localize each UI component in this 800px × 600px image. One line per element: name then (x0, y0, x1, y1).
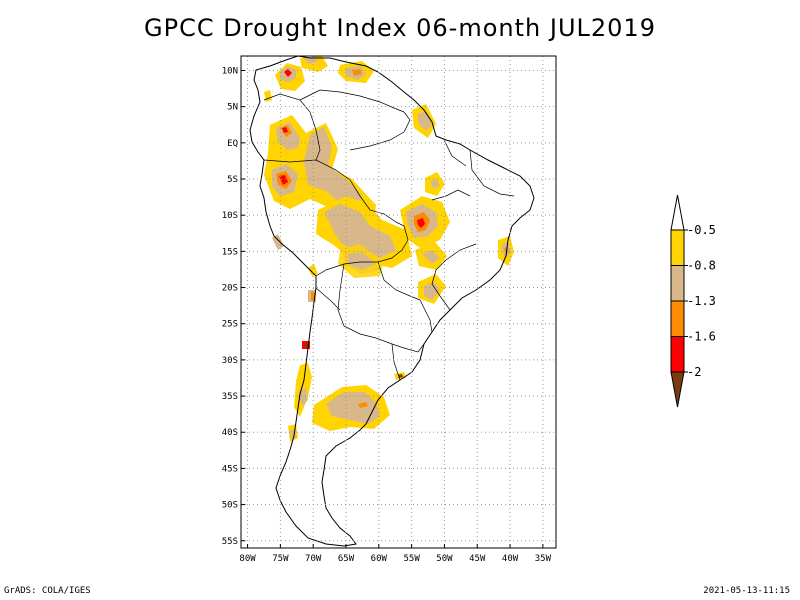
lat-tick-label: 45S (222, 464, 238, 474)
lat-tick-label: 10S (222, 211, 238, 221)
grads-credit: GrADS: COLA/IGES (4, 586, 91, 596)
region-tan (304, 127, 362, 209)
lon-tick-label: 80W (239, 554, 256, 564)
lon-tick-label: 75W (272, 554, 289, 564)
region-tan (424, 282, 440, 300)
region-tan (430, 179, 440, 189)
region-red (279, 175, 288, 185)
colorbar-swatch (670, 265, 685, 302)
lat-tick-label: 10N (222, 66, 238, 76)
colorbar-swatch (670, 229, 685, 266)
region-orange (352, 69, 362, 76)
lon-tick-label: 70W (305, 554, 322, 564)
region-tan (326, 392, 380, 424)
colorbar-swatch (670, 336, 685, 373)
lat-lon-grid (241, 56, 556, 548)
lat-tick-label: 50S (222, 501, 238, 511)
lon-tick-label: 55W (403, 554, 420, 564)
region-tan (348, 252, 376, 270)
lat-tick-label: 5S (227, 175, 238, 185)
lon-tick-label: 45W (469, 554, 486, 564)
region-red (284, 69, 292, 77)
colorbar: -0.5 -0.8 -1.3 -1.6 -2 (670, 194, 716, 408)
colorbar-top-arrow (670, 194, 685, 231)
lat-tick-label: 20S (222, 284, 238, 294)
lon-tick-label: 40W (502, 554, 519, 564)
axis-tick-labels: 80W 75W 70W 65W 60W 55W 50W 45W 40W 35W 10N 5N EQ 5S 1… (222, 66, 552, 564)
region-tan (418, 111, 432, 131)
colorbar-label: -2 (687, 365, 701, 379)
lat-tick-label: EQ (227, 139, 238, 149)
lat-tick-label: 15S (222, 247, 238, 257)
country-borders (263, 89, 515, 381)
lat-tick-label: 55S (222, 537, 238, 547)
region-tan (272, 234, 284, 250)
colorbar-label: -0.8 (687, 259, 716, 273)
south-america-coastline (249, 56, 535, 547)
region-red (282, 127, 288, 133)
lat-tick-label: 40S (222, 428, 238, 438)
region-brown (304, 343, 308, 347)
lat-tick-label: 30S (222, 356, 238, 366)
colorbar-label: -1.3 (687, 294, 716, 308)
lat-tick-label: 35S (222, 392, 238, 402)
drought-regions (264, 56, 514, 442)
colorbar-label: -1.6 (687, 330, 716, 344)
lon-tick-label: 50W (436, 554, 453, 564)
colorbar-bottom-arrow (670, 371, 685, 408)
lat-tick-label: 25S (222, 320, 238, 330)
coastlines (249, 56, 535, 547)
timestamp: 2021-05-13-11:15 (703, 586, 790, 596)
colorbar-swatch (670, 300, 685, 337)
lon-tick-label: 65W (338, 554, 355, 564)
region-yellow (308, 264, 318, 276)
region-tan (422, 250, 440, 264)
region-tan (324, 204, 396, 258)
colorbar-label: -0.5 (687, 223, 716, 237)
region-orange (358, 402, 368, 408)
lon-tick-label: 35W (535, 554, 552, 564)
lon-tick-label: 60W (371, 554, 388, 564)
region-red (417, 218, 425, 228)
page-title: GPCC Drought Index 06-month JUL2019 (144, 14, 656, 42)
lat-tick-label: 5N (227, 103, 238, 113)
